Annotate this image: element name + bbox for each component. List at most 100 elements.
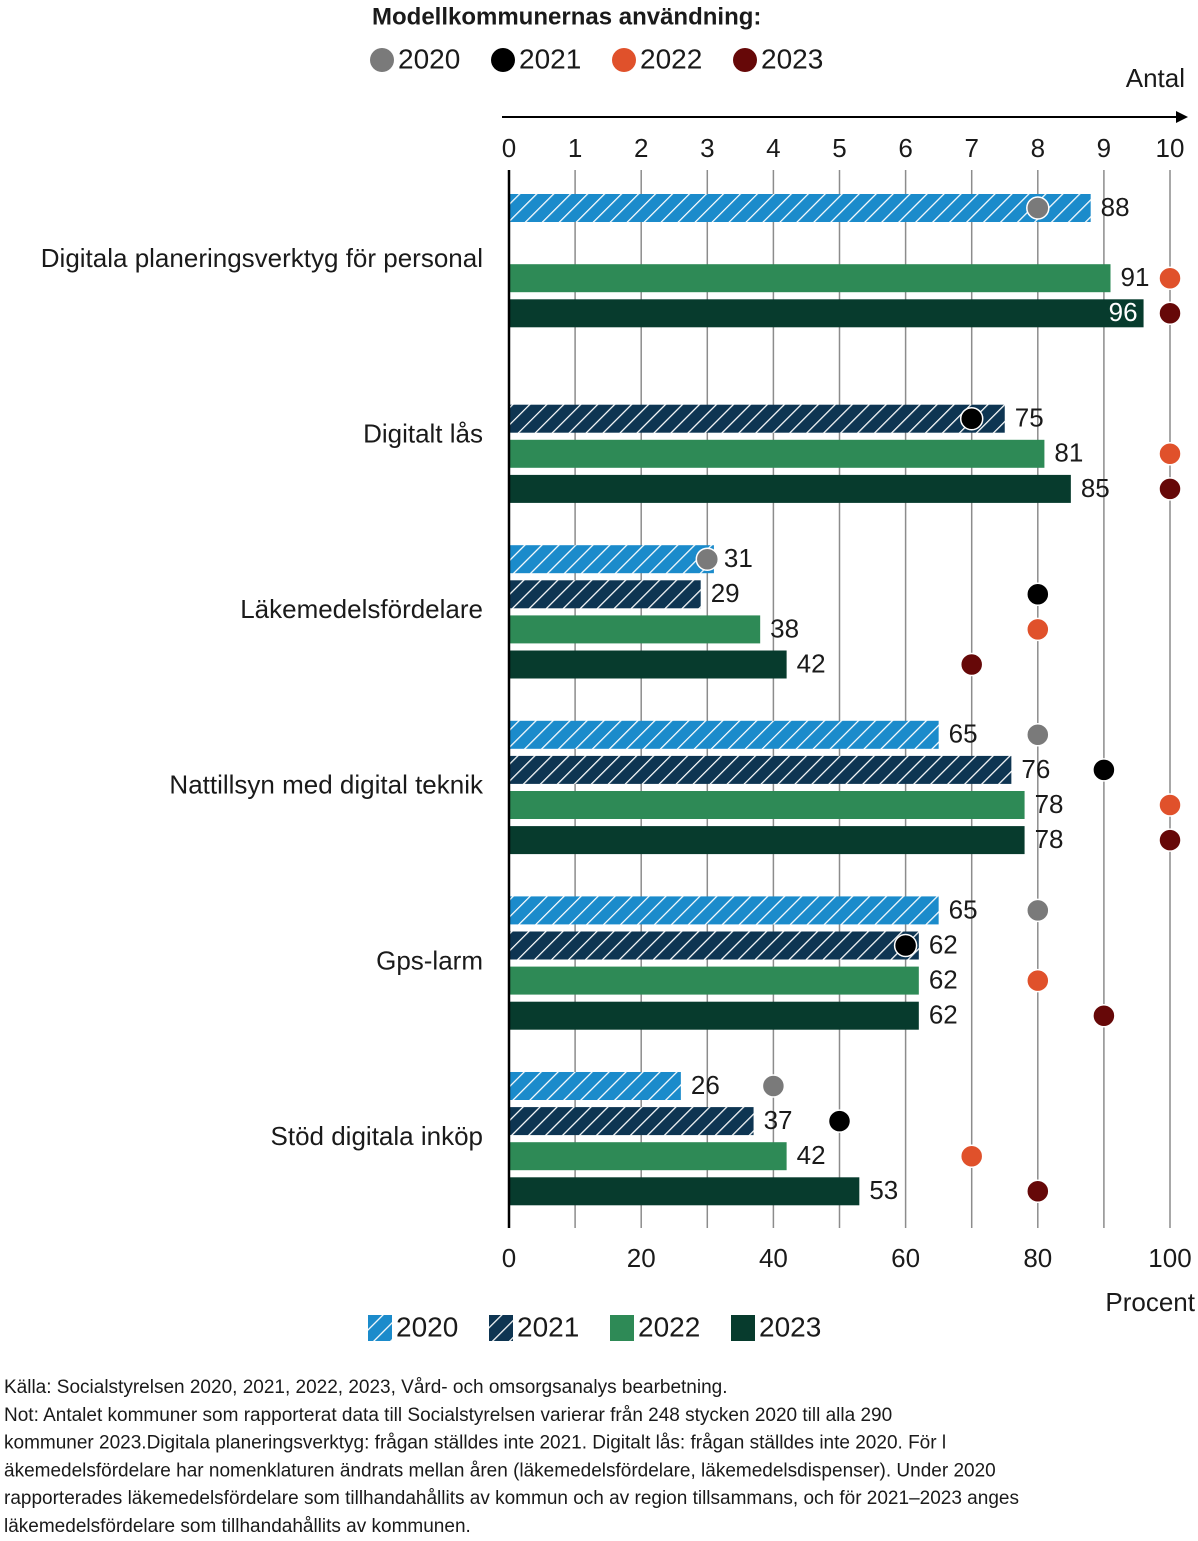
dot bbox=[1026, 898, 1050, 923]
legend-label: 2022 bbox=[638, 1311, 700, 1342]
bar bbox=[509, 580, 701, 609]
value-label: 38 bbox=[770, 613, 799, 643]
x2-tick-label: 0 bbox=[502, 133, 516, 163]
bar bbox=[509, 931, 919, 960]
legend-dot bbox=[612, 48, 636, 72]
bar bbox=[509, 474, 1071, 503]
x2-tick-label: 10 bbox=[1156, 133, 1185, 163]
value-label: 62 bbox=[929, 964, 958, 994]
note-line: Not: Antalet kommuner som rapporterat da… bbox=[4, 1405, 892, 1426]
x-axis-label: Procent bbox=[1105, 1287, 1195, 1317]
dot bbox=[761, 1074, 786, 1098]
dot bbox=[959, 406, 984, 431]
note-line: rapporterades läkemedelsfördelare som ti… bbox=[4, 1488, 1019, 1509]
dot bbox=[1158, 442, 1182, 466]
x-tick-label: 80 bbox=[1023, 1243, 1052, 1273]
x2-tick-label: 2 bbox=[634, 133, 648, 163]
arrow-head bbox=[1176, 111, 1188, 123]
x2-tick-label: 1 bbox=[568, 133, 582, 163]
value-label: 96 bbox=[1109, 297, 1138, 327]
x2-axis-label: Antal bbox=[1126, 63, 1185, 93]
value-label: 42 bbox=[797, 648, 826, 678]
dot bbox=[1158, 266, 1182, 290]
bar bbox=[509, 755, 1012, 784]
legend-label: 2020 bbox=[396, 1311, 458, 1342]
value-label: 26 bbox=[691, 1070, 720, 1100]
legend-swatch bbox=[368, 1315, 392, 1341]
value-label: 78 bbox=[1035, 824, 1064, 854]
dot bbox=[959, 1144, 984, 1168]
value-label: 65 bbox=[949, 719, 978, 749]
dot bbox=[827, 1109, 852, 1133]
value-label: 29 bbox=[711, 578, 740, 608]
dot bbox=[1092, 758, 1116, 782]
dot bbox=[1158, 301, 1182, 326]
dot bbox=[1026, 723, 1050, 747]
dot bbox=[1026, 582, 1050, 607]
dot bbox=[1158, 793, 1182, 817]
legend-label: 2023 bbox=[759, 1311, 821, 1342]
x2-tick-label: 3 bbox=[700, 133, 714, 163]
bar bbox=[509, 896, 939, 925]
category-label: Digitala planeringsverktyg för personal bbox=[41, 243, 483, 273]
legend-label: 2020 bbox=[398, 43, 460, 74]
legend-dot bbox=[491, 48, 515, 72]
bar bbox=[509, 650, 787, 679]
bar bbox=[509, 720, 939, 749]
value-label: 78 bbox=[1035, 789, 1064, 819]
value-label: 85 bbox=[1081, 473, 1110, 503]
bar bbox=[509, 966, 919, 995]
dot bbox=[959, 652, 984, 677]
x-tick-label: 60 bbox=[891, 1243, 920, 1273]
legend-label: 2022 bbox=[640, 43, 702, 74]
legend-dot bbox=[370, 48, 394, 72]
legend-swatch bbox=[489, 1315, 513, 1341]
value-label: 42 bbox=[797, 1140, 826, 1170]
x2-tick-label: 8 bbox=[1031, 133, 1045, 163]
value-label: 37 bbox=[764, 1105, 793, 1135]
dot-legend-title: Modellkommunernas användning: bbox=[372, 3, 761, 30]
x2-tick-label: 6 bbox=[898, 133, 912, 163]
bar bbox=[509, 299, 1144, 328]
value-label: 91 bbox=[1121, 262, 1150, 292]
category-label: Läkemedelsfördelare bbox=[240, 594, 483, 624]
note-line: Källa: Socialstyrelsen 2020, 2021, 2022,… bbox=[4, 1377, 728, 1398]
dot bbox=[1026, 968, 1050, 993]
bar bbox=[509, 545, 714, 574]
x2-tick-label: 4 bbox=[766, 133, 780, 163]
value-label: 62 bbox=[929, 929, 958, 959]
legend-label: 2023 bbox=[761, 43, 823, 74]
bar bbox=[509, 826, 1025, 855]
note-line: äkemedelsfördelare har nomenklaturen änd… bbox=[4, 1460, 996, 1481]
note-line: kommuner 2023.Digitala planeringsverktyg… bbox=[4, 1433, 946, 1454]
value-label: 65 bbox=[949, 894, 978, 924]
value-label: 62 bbox=[929, 1000, 958, 1030]
legend-swatch bbox=[610, 1315, 634, 1341]
dot bbox=[1026, 196, 1050, 220]
dot bbox=[893, 933, 918, 958]
category-label: Stöd digitala inköp bbox=[271, 1121, 483, 1151]
dot bbox=[1092, 1003, 1116, 1028]
x-tick-label: 40 bbox=[759, 1243, 788, 1273]
value-label: 81 bbox=[1054, 438, 1083, 468]
dot bbox=[1158, 477, 1182, 501]
bar bbox=[509, 791, 1025, 819]
dot bbox=[1026, 617, 1050, 642]
legend-label: 2021 bbox=[519, 43, 581, 74]
note-line: läkemedelsfördelare som tillhandahållits… bbox=[4, 1516, 471, 1536]
bar bbox=[509, 439, 1045, 468]
bar bbox=[509, 1072, 681, 1100]
dot bbox=[695, 547, 720, 571]
bar bbox=[509, 264, 1111, 293]
category-label: Gps-larm bbox=[376, 945, 483, 975]
bar bbox=[509, 404, 1005, 433]
x2-tick-label: 5 bbox=[832, 133, 846, 163]
bar bbox=[509, 615, 761, 644]
dot bbox=[1026, 1179, 1050, 1204]
bar bbox=[509, 1001, 919, 1030]
x-tick-label: 0 bbox=[502, 1243, 516, 1273]
x2-tick-label: 9 bbox=[1097, 133, 1111, 163]
bar bbox=[509, 1177, 860, 1206]
category-label: Digitalt lås bbox=[363, 418, 483, 448]
